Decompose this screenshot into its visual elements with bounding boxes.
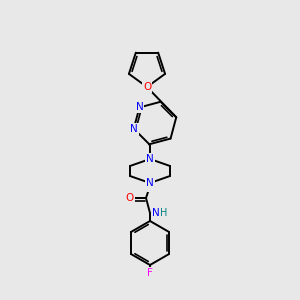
Text: F: F [147,268,153,278]
Text: N: N [146,181,154,191]
Text: N: N [130,124,138,134]
Text: O: O [143,82,151,92]
Text: O: O [126,193,134,203]
Text: N: N [152,208,160,218]
Text: N: N [136,102,143,112]
Text: N: N [146,154,154,164]
Text: H: H [160,208,168,218]
Text: N: N [146,178,154,188]
